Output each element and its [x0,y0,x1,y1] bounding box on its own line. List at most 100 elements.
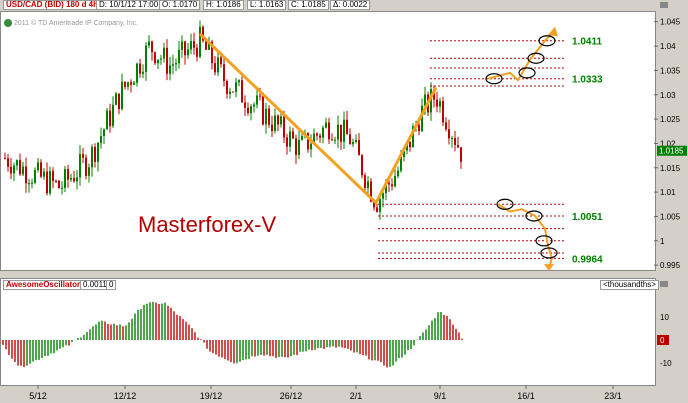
marker-ellipse [527,52,545,64]
projection-up [487,29,556,82]
level-label: 0.9964 [572,254,603,265]
x-axis-label: 23/1 [604,391,622,401]
candle-body [31,182,33,184]
candle-body [367,181,369,189]
candle-body [133,82,135,85]
candle-body [430,88,432,113]
candle-body [181,41,183,50]
candle-body [310,143,312,150]
candle-body [436,99,438,107]
candle-body [331,139,333,141]
candle-body [202,26,204,41]
copyright-text: 2011 © TD Ameritrade IP Company, Inc. [14,20,139,27]
candle-body [172,64,174,66]
marker-ellipse [518,67,536,79]
candle-body [352,142,354,145]
osc-zero-marker [657,335,669,345]
candle-body [67,169,69,180]
candle-body [292,131,294,139]
candle-body [289,131,291,147]
candle-body [97,142,99,162]
candle-body [460,147,462,162]
candle-body [118,93,120,110]
candle-body [10,166,12,174]
price-tick-label: 1.035 [660,66,681,75]
candle-body [28,183,30,185]
settings-icon [660,2,668,8]
candle-body [157,59,159,64]
candle-body [103,129,105,137]
candle-body [277,115,279,125]
candle-body [400,156,402,171]
candle-body [214,63,216,73]
candle-body [190,41,192,50]
x-axis-label: 16/1 [517,391,535,401]
candle-body [448,129,450,139]
candle-body [175,63,177,65]
candle-body [391,184,393,187]
candle-body [13,165,15,174]
candle-body [88,167,90,176]
candle-body [418,125,420,132]
candle-body [106,110,108,130]
candle-body [364,175,366,189]
candle-body [421,105,423,132]
settings-icon [660,281,668,287]
price-tick-label: 0.995 [660,261,681,270]
candle-body [40,162,42,177]
candle-body [46,171,48,194]
price-tick-label: 1 [660,237,665,246]
osc-zero-label: 0 [660,336,665,345]
candle-body [322,127,324,138]
candle-body [334,139,336,141]
candle-body [76,177,78,182]
x-axis-label: 2/1 [350,391,363,401]
change-readout: Δ: 0.0022 [330,0,371,10]
candle-body [328,122,330,140]
candle-body [280,116,282,125]
open-readout: O: 1.0170 [159,0,201,10]
candle-body [73,177,75,182]
marker-ellipse [535,235,553,247]
candle-body [169,65,171,74]
marker-ellipse [538,35,556,47]
candle-body [127,82,129,87]
candle-body [25,166,27,184]
candle-body [85,157,87,176]
candle-body [184,41,186,56]
oscillator-panel[interactable] [0,278,656,386]
candle-body [370,181,372,202]
price-tick-label: 1.015 [660,164,681,173]
level-label: 1.0411 [572,37,602,48]
candle-body [319,135,321,138]
candle-body [241,80,243,103]
candle-body [262,96,264,125]
candle-body [205,40,207,50]
candle-body [394,176,396,187]
current-price-label: 1.0185 [659,147,684,156]
candle-body [148,41,150,46]
candle-body [346,119,348,135]
candle-body [397,170,399,177]
candle-body [403,150,405,157]
x-axis-label: 12/12 [114,391,137,401]
candle-body [259,95,261,97]
marker-ellipse [485,73,503,85]
candle-body [49,171,51,194]
price-tick-label: 1.04 [660,42,676,51]
marker-ellipse [525,210,543,222]
chart-header: USD/CAD (BID) 180 d 4h D: 10/1/12 17:00 … [0,0,688,11]
price-panel[interactable] [0,11,656,271]
candle-body [379,198,381,212]
candle-body [265,108,267,125]
candle-body [286,137,288,147]
candle-body [358,140,360,156]
x-axis-label: 5/12 [29,391,47,401]
candle-body [19,160,21,175]
candle-body [4,158,6,160]
candle-body [274,115,276,131]
candle-body [340,124,342,142]
candle-body [268,108,270,125]
close-readout: C: 1.0185 [288,0,329,10]
price-tick-label: 1.045 [660,18,681,27]
